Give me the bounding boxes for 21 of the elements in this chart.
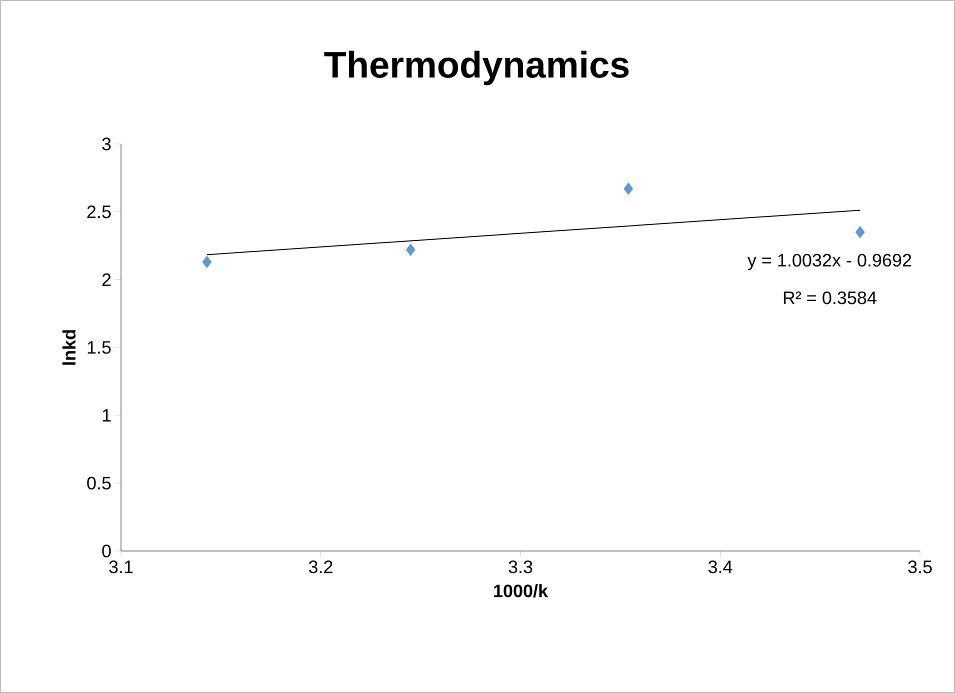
x-tick-label: 3.1 [109,560,133,574]
y-axis-title: lnkd [62,330,76,365]
point [406,244,416,256]
y-tick-label: 2 [102,273,111,286]
annotation: y = 1.0032x - 0.9692 [747,254,912,270]
annotation: R² = 0.3584 [784,291,876,304]
x-tick-label: 3.2 [308,560,332,574]
y-tick-label: 2.5 [87,205,111,218]
point [202,256,212,268]
chart-title: Thermodynamics [324,50,629,86]
point [855,226,865,238]
y-tick-label: 3 [102,138,111,150]
x-tick-label: 3.4 [708,560,732,574]
y-tick-label: 0.5 [87,476,111,490]
x-axis-title: 1000/k [494,584,548,598]
y-tick-label: 1.5 [88,341,111,354]
x-tick-label: 3.3 [508,560,532,574]
y-tick-label: 0 [102,544,111,558]
x-tick-label: 3.5 [908,560,932,574]
y-tick-label: 1 [102,409,111,422]
point [624,182,634,195]
